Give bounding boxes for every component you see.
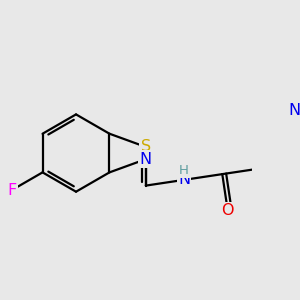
Text: S: S xyxy=(141,140,151,154)
Text: N: N xyxy=(140,152,152,167)
Text: O: O xyxy=(221,203,234,218)
Text: H: H xyxy=(179,164,189,177)
Text: N: N xyxy=(288,103,300,118)
Text: F: F xyxy=(7,183,16,198)
Text: N: N xyxy=(178,172,190,188)
